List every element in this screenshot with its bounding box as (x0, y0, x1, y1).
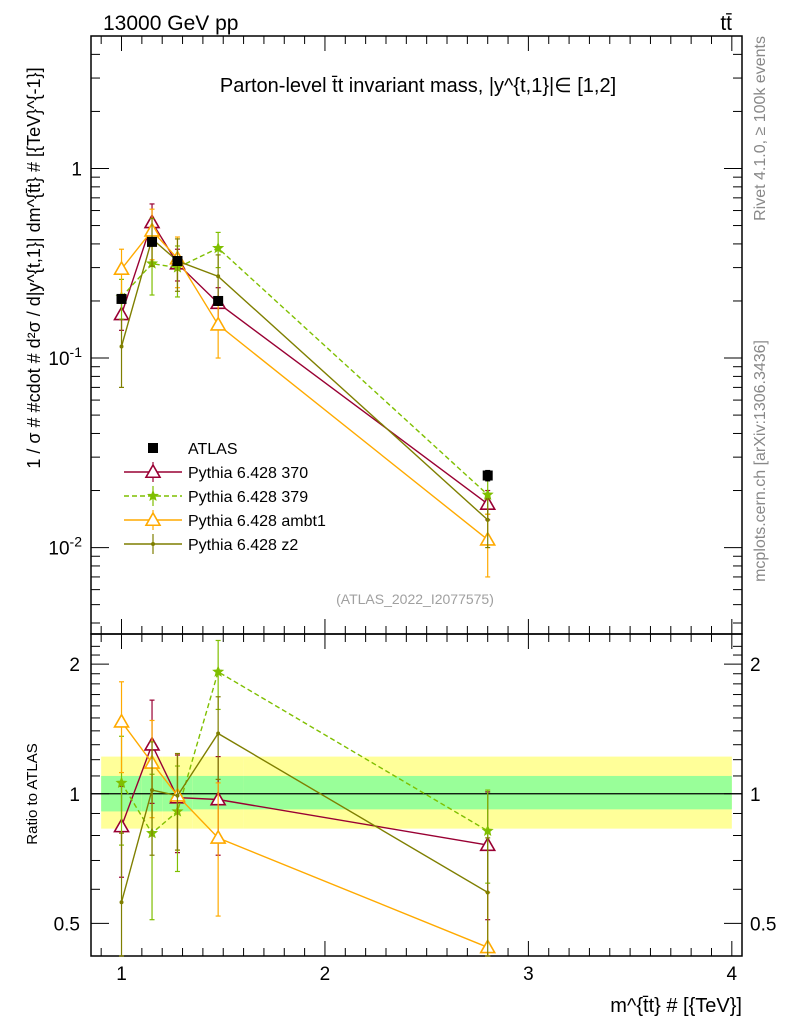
ratio-y-axis-label: Ratio to ATLAS (24, 743, 41, 844)
mcplots-label: mcplots.cern.ch [arXiv:1306.3436] (752, 340, 769, 582)
legend-label: Pythia 6.428 ambt1 (188, 513, 326, 530)
plot-title: Parton-level t̄t invariant mass, |y^{t,1… (220, 75, 616, 97)
dot-marker (119, 900, 124, 905)
dot-marker (216, 731, 221, 736)
series-line (120, 247, 489, 496)
star-marker (481, 824, 494, 836)
energy-label: 13000 GeV pp (103, 12, 238, 35)
triangle-marker (209, 316, 227, 331)
star-marker (212, 241, 225, 254)
square-marker (213, 295, 224, 306)
dot-marker (175, 793, 180, 798)
dot-marker (216, 274, 221, 279)
ratio-tick-label: 0.5 (54, 914, 80, 935)
legend-label: ATLAS (188, 441, 238, 458)
legend-label: Pythia 6.428 z2 (188, 537, 298, 554)
triangle-marker (144, 511, 162, 527)
ratio-tick-label: 2 (69, 655, 80, 676)
main-panel-ticks: 10-2 10-1 1 (48, 35, 742, 634)
legend-label: Pythia 6.428 370 (188, 465, 308, 482)
star-marker (212, 665, 225, 677)
square-marker (116, 293, 127, 304)
dot-marker (150, 788, 155, 793)
legend-label: Pythia 6.428 379 (188, 489, 308, 506)
ratio-band (91, 756, 742, 829)
y-axis-label: 1 / σ # #cdot # d²σ / d|y^{t,1}| dm^{t̄t… (24, 67, 44, 468)
x-tick-label: 4 (727, 964, 738, 985)
dot-marker (485, 517, 490, 522)
triangle-marker (209, 829, 227, 844)
ratio-tick-label: 1 (69, 785, 80, 806)
y-tick-label: 10-1 (48, 344, 82, 370)
star-marker (115, 776, 128, 788)
ratio-panel-frame (90, 633, 743, 957)
process-label: tt̄ (720, 12, 732, 35)
ratio-tick-label-right: 0.5 (750, 914, 776, 935)
main-panel-data (113, 203, 497, 578)
ratio-tick-label-right: 1 (750, 785, 761, 806)
x-tick-label: 1 (116, 964, 127, 985)
square-marker (172, 256, 183, 267)
legend: ATLAS Pythia 6.428 370 Pythia 6.428 379 Pyt… (124, 441, 326, 554)
triangle-marker (144, 463, 162, 479)
y-tick-label: 10-2 (48, 534, 82, 560)
ratio-panel-ticks: 1 2 3 4 0.5 0.5 1 1 2 2 (54, 634, 776, 985)
dot-marker (485, 890, 490, 895)
y-tick-label: 1 (71, 159, 82, 180)
star-marker (481, 488, 494, 500)
dot-marker (119, 344, 124, 349)
star-marker (147, 489, 159, 502)
analysis-tag: (ATLAS_2022_I2077575) (336, 591, 494, 607)
x-tick-label: 3 (523, 964, 534, 985)
rivet-label: Rivet 4.1.0, ≥ 100k events (752, 36, 769, 221)
triangle-marker (113, 260, 130, 276)
x-tick-label: 2 (320, 964, 331, 985)
triangle-marker (113, 713, 130, 728)
square-marker (147, 236, 158, 247)
square-marker (148, 443, 158, 453)
dot-marker (151, 542, 155, 546)
ratio-panel-data (113, 639, 497, 957)
x-axis-label: m^{t̄t} # [{TeV}] (610, 995, 742, 1017)
square-marker (482, 470, 493, 481)
ratio-tick-label-right: 2 (750, 655, 761, 676)
